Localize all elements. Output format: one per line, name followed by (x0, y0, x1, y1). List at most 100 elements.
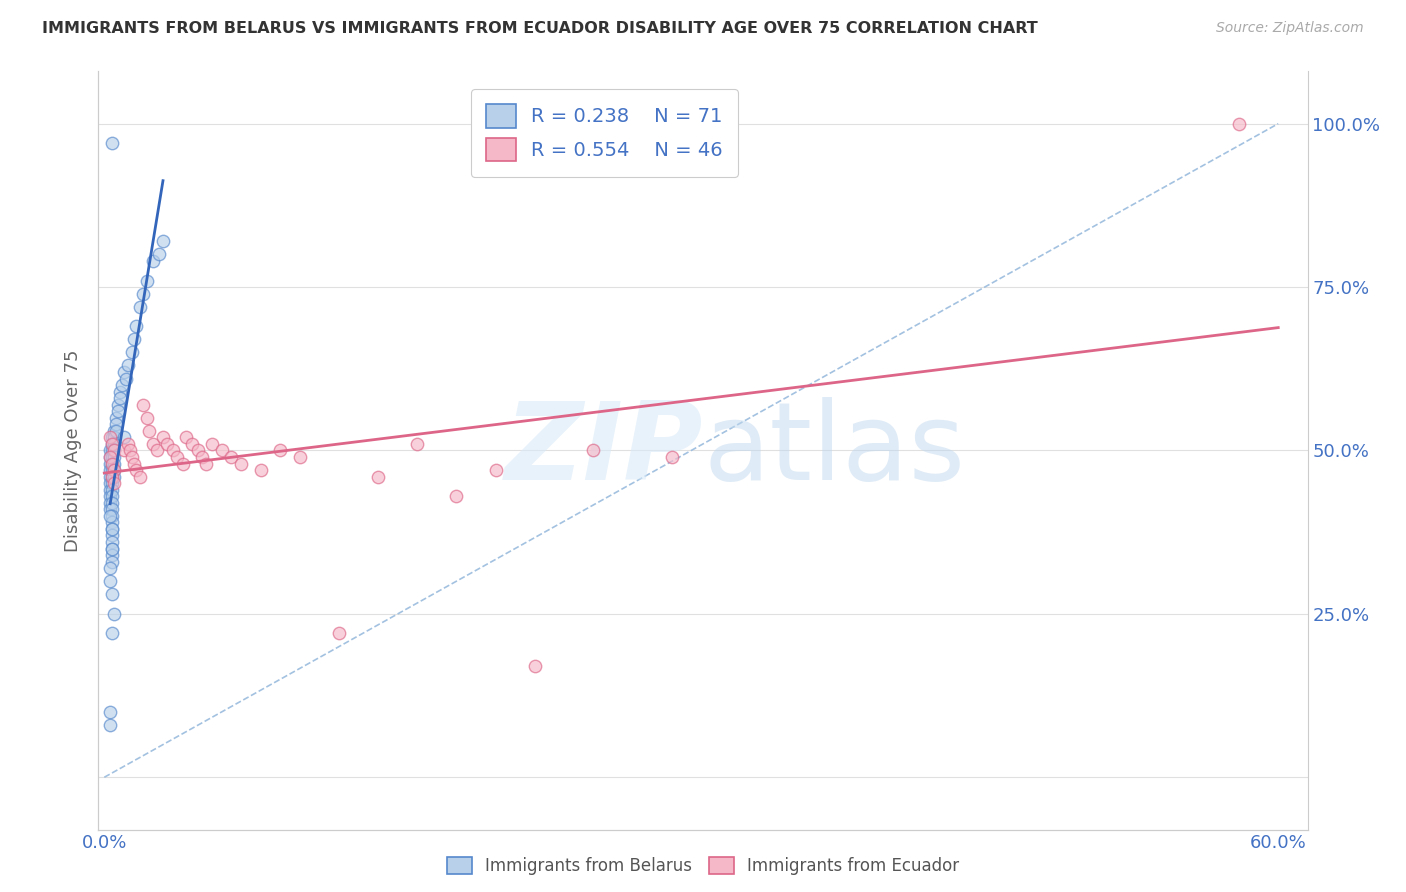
Point (105, 417, 128, 432)
Point (118, 443, 141, 458)
Point (101, 437, 124, 451)
Text: IMMIGRANTS FROM BELARUS VS IMMIGRANTS FROM ECUADOR DISABILITY AGE OVER 75 CORREL: IMMIGRANTS FROM BELARUS VS IMMIGRANTS FR… (42, 21, 1038, 36)
Point (101, 463, 124, 477)
Point (138, 424, 160, 438)
Point (152, 235, 174, 249)
Point (103, 424, 125, 438)
Point (101, 587, 124, 601)
Point (128, 300, 150, 314)
Point (250, 463, 273, 477)
Point (105, 410, 128, 425)
Point (101, 541, 124, 556)
Point (142, 254, 165, 268)
Point (103, 437, 125, 451)
Point (103, 450, 125, 464)
Point (98, 574, 121, 589)
Point (101, 496, 124, 510)
Point (107, 404, 129, 418)
Point (101, 508, 124, 523)
Point (101, 450, 124, 464)
Point (181, 437, 204, 451)
Point (152, 430, 174, 444)
Point (103, 607, 125, 621)
Point (101, 541, 124, 556)
Text: ZIP: ZIP (505, 398, 703, 503)
Point (484, 463, 506, 477)
Point (124, 319, 146, 334)
Point (98, 450, 121, 464)
Point (103, 457, 125, 471)
Point (101, 516, 124, 530)
Point (142, 437, 165, 451)
Text: atlas: atlas (703, 398, 965, 503)
Point (112, 365, 135, 379)
Point (98, 705, 121, 719)
Point (117, 359, 139, 373)
Point (191, 450, 214, 464)
Y-axis label: Disability Age Over 75: Disability Age Over 75 (65, 349, 83, 552)
Point (98, 469, 121, 483)
Point (117, 437, 139, 451)
Point (107, 398, 129, 412)
Point (661, 450, 683, 464)
Point (146, 443, 169, 458)
Point (231, 457, 253, 471)
Point (122, 457, 145, 471)
Point (101, 483, 124, 497)
Point (98, 718, 121, 732)
Point (101, 443, 124, 458)
Point (98, 463, 121, 477)
Point (98, 561, 121, 575)
Point (101, 476, 124, 491)
Point (172, 457, 194, 471)
Point (201, 437, 224, 451)
Point (132, 286, 155, 301)
Point (166, 450, 188, 464)
Point (98, 496, 121, 510)
Point (98, 476, 121, 491)
Point (132, 398, 155, 412)
Point (98, 450, 121, 464)
Point (195, 457, 218, 471)
Point (269, 443, 291, 458)
Point (211, 443, 233, 458)
Point (101, 469, 124, 483)
Point (111, 378, 134, 392)
Point (121, 450, 143, 464)
Point (98, 443, 121, 458)
Point (187, 443, 209, 458)
Point (98, 489, 121, 503)
Point (122, 332, 145, 346)
Point (108, 391, 131, 405)
Point (128, 469, 150, 483)
Point (103, 443, 125, 458)
Point (101, 548, 124, 562)
Point (98, 483, 121, 497)
Point (105, 424, 128, 438)
Point (406, 437, 429, 451)
Point (103, 476, 125, 491)
Point (148, 247, 170, 261)
Point (98, 430, 121, 444)
Point (101, 535, 124, 549)
Point (121, 345, 143, 359)
Point (101, 489, 124, 503)
Point (101, 469, 124, 483)
Point (288, 450, 311, 464)
Point (103, 430, 125, 444)
Point (98, 508, 121, 523)
Point (103, 463, 125, 477)
Point (101, 437, 124, 451)
Point (101, 430, 124, 444)
Point (101, 522, 124, 536)
Legend: Immigrants from Belarus, Immigrants from Ecuador: Immigrants from Belarus, Immigrants from… (439, 849, 967, 884)
Point (162, 443, 184, 458)
Point (523, 659, 546, 673)
Point (328, 626, 350, 640)
Point (101, 502, 124, 516)
Point (98, 502, 121, 516)
Point (101, 626, 124, 640)
Point (136, 273, 159, 287)
Point (136, 410, 159, 425)
Point (101, 555, 124, 569)
